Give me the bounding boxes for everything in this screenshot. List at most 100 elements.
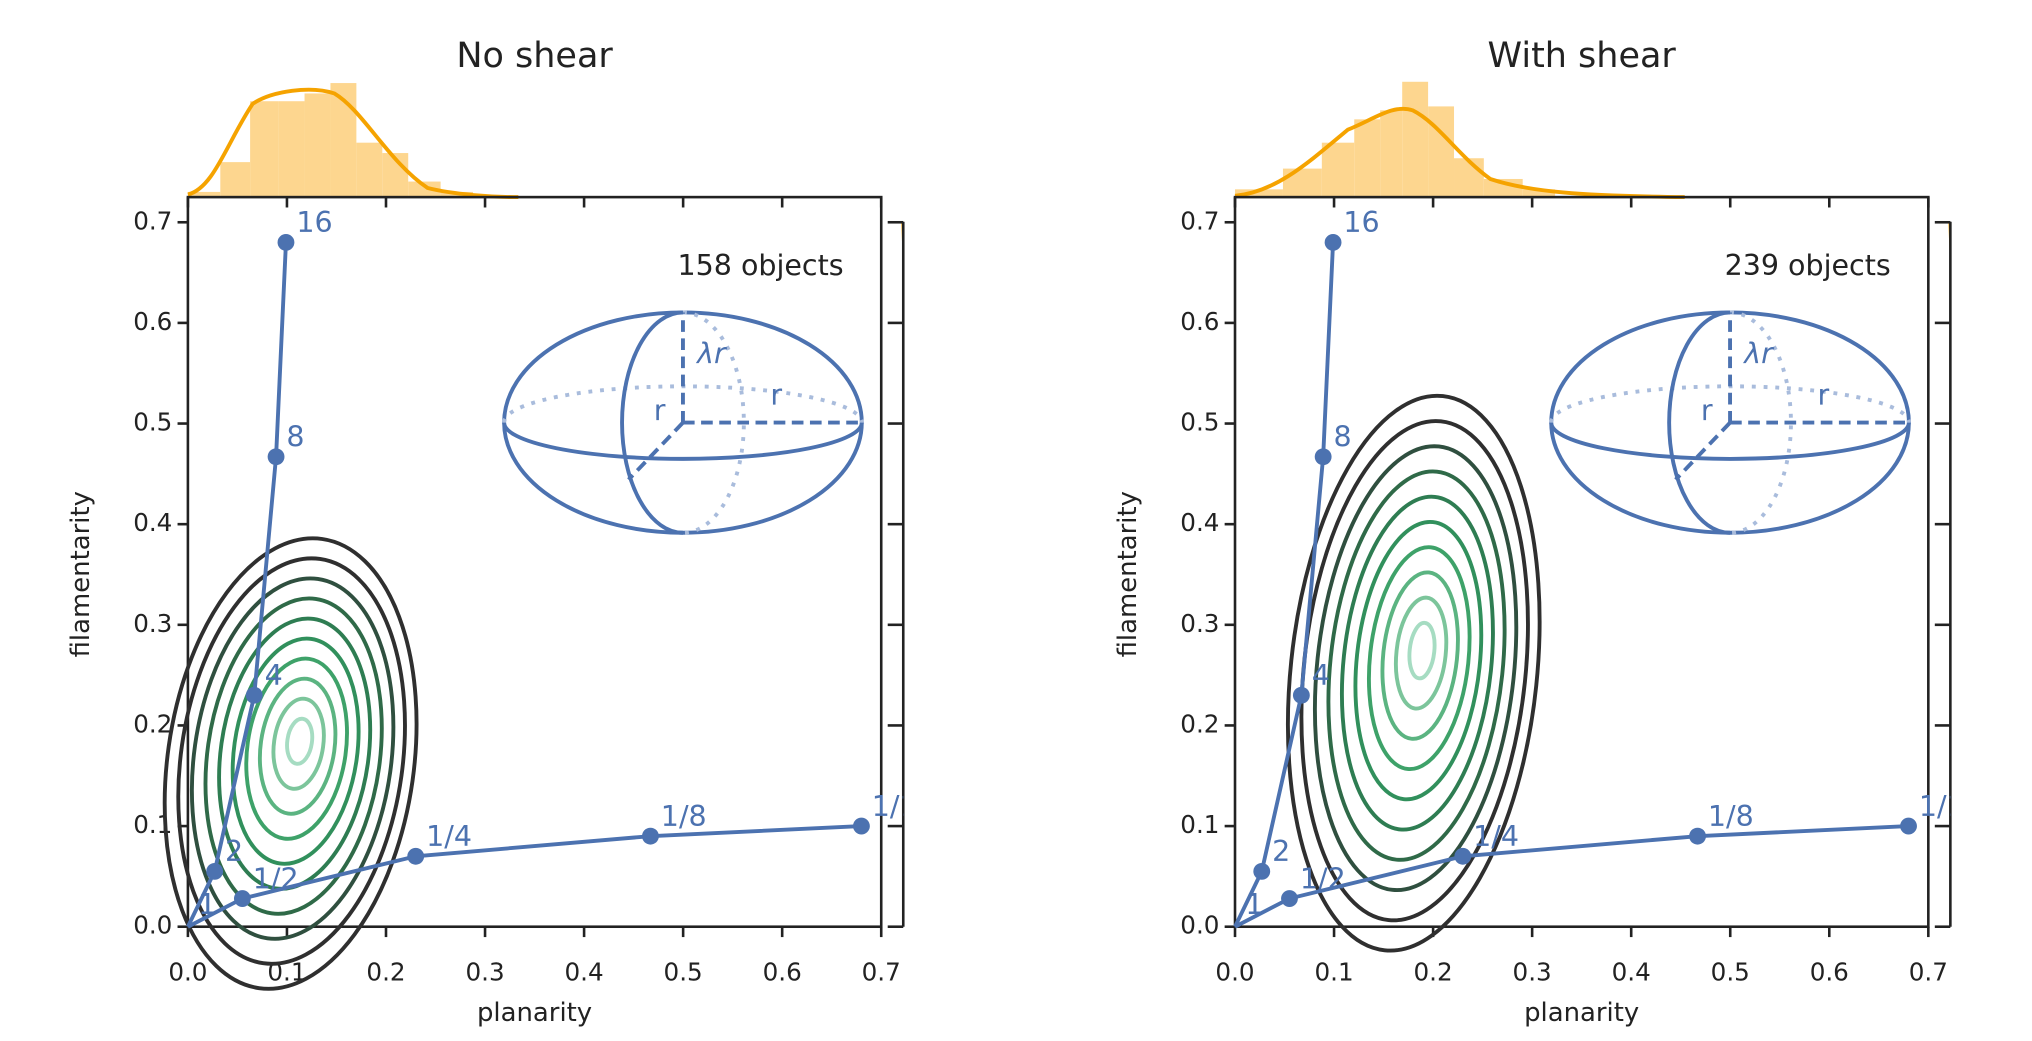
x-tick-label: 0.4 <box>565 957 604 986</box>
series-line <box>186 242 288 928</box>
marker <box>1281 890 1298 907</box>
point-label: 1/4 <box>426 820 472 853</box>
inset-label: λr <box>695 337 728 370</box>
y-tick-label: 0.4 <box>1180 508 1219 537</box>
x-tick-label: 0.5 <box>1711 957 1750 986</box>
x-tick-label: 0.7 <box>862 957 901 986</box>
x-tick-label: 0.5 <box>664 957 703 986</box>
ellipsoid-front <box>502 422 864 461</box>
x-tick-label: 0.7 <box>1909 957 1948 986</box>
point-label: 4 <box>1312 659 1330 692</box>
point-label: 2 <box>225 835 243 868</box>
marker <box>245 686 263 704</box>
point-label: 8 <box>286 421 304 454</box>
y-tick-label: 0.1 <box>1180 810 1219 839</box>
x-axis-label: planarity <box>477 998 592 1028</box>
marginal-bar <box>1950 454 1959 519</box>
contour <box>285 716 315 766</box>
marginal-bar <box>1235 189 1283 198</box>
y-tick-label: 0.2 <box>133 709 172 738</box>
marginal-bar <box>220 162 251 198</box>
y-tick-label: 0.3 <box>1180 609 1219 638</box>
marginal-bar <box>903 875 944 927</box>
ellipsoid-back <box>502 384 864 423</box>
marker <box>277 233 295 251</box>
inset-label: r <box>1701 394 1713 427</box>
x-tick-label: 0.0 <box>168 957 207 986</box>
contour <box>1393 595 1449 711</box>
marginal-kde <box>187 87 519 200</box>
point-label: 1/16 <box>872 790 936 823</box>
marginal-kde <box>901 221 904 270</box>
marginal-bar <box>1950 814 2032 875</box>
marker <box>1324 233 1342 251</box>
contour <box>203 596 384 916</box>
x-tick-label: 0.3 <box>1513 957 1552 986</box>
semi-axis <box>1674 421 1732 481</box>
marginal-bar <box>1950 577 1997 635</box>
marginal-bar <box>1321 142 1355 198</box>
y-tick-label: 0.0 <box>1180 911 1219 940</box>
marker <box>1292 686 1310 704</box>
contour <box>176 556 407 966</box>
marker <box>1900 817 1917 835</box>
point-label: 1/8 <box>661 800 707 833</box>
contour <box>244 656 349 841</box>
contour <box>271 696 326 791</box>
y-tick-label: 0.6 <box>133 307 172 336</box>
marginal-bar <box>1950 697 2032 755</box>
marginal-bar <box>1522 189 1556 198</box>
y-tick-label: 0.7 <box>1180 206 1219 235</box>
point-label: 16 <box>296 206 332 239</box>
y-tick-label: 0.5 <box>133 408 172 437</box>
y-tick-label: 0.7 <box>133 206 172 235</box>
point-label: 2 <box>1272 835 1290 868</box>
contours <box>162 536 419 991</box>
ellipsoid-back <box>1549 384 1911 423</box>
axes-frame <box>186 195 883 929</box>
ellipsoid-left <box>1667 310 1731 535</box>
point-label: 8 <box>1334 421 1352 454</box>
marginal-bar <box>903 577 942 635</box>
contour <box>1312 444 1519 893</box>
annotation: 239 objects <box>1725 249 1891 282</box>
contour <box>1285 393 1542 953</box>
point-label: 1 <box>1245 888 1263 921</box>
marginal-bar <box>903 756 1017 814</box>
contour <box>230 636 361 866</box>
contour <box>1366 545 1472 772</box>
semi-axis <box>627 421 685 481</box>
marker <box>206 862 224 880</box>
marginal-bar <box>903 635 955 697</box>
contour <box>257 676 338 816</box>
marginal-bar <box>1950 519 1978 577</box>
contour <box>1407 620 1437 681</box>
marginal-kde <box>1234 106 1685 200</box>
contour <box>1339 494 1495 832</box>
contour <box>189 576 396 941</box>
point-label: 1/16 <box>1919 790 1983 823</box>
inset-label: r <box>770 379 782 412</box>
marginal-bar <box>250 101 279 198</box>
point-label: 1/2 <box>253 862 299 895</box>
marginal-bar <box>1950 635 2012 697</box>
contour <box>1380 570 1460 741</box>
right-marginal <box>901 221 1017 927</box>
inset-label: r <box>654 394 666 427</box>
contours <box>1285 393 1542 953</box>
point-label: 1/2 <box>1300 862 1346 895</box>
marginal-bar <box>1282 168 1322 198</box>
y-tick-label: 0.5 <box>1180 408 1219 437</box>
inset-label: r <box>1817 379 1829 412</box>
x-tick-label: 0.3 <box>465 957 504 986</box>
axes-frame <box>1233 195 1930 929</box>
panel: With shear planarity filamentarity 0.0 0.1 0.… <box>1113 36 2032 1028</box>
right-marginal <box>1948 221 2032 875</box>
ellipsoid-front <box>1549 422 1911 461</box>
